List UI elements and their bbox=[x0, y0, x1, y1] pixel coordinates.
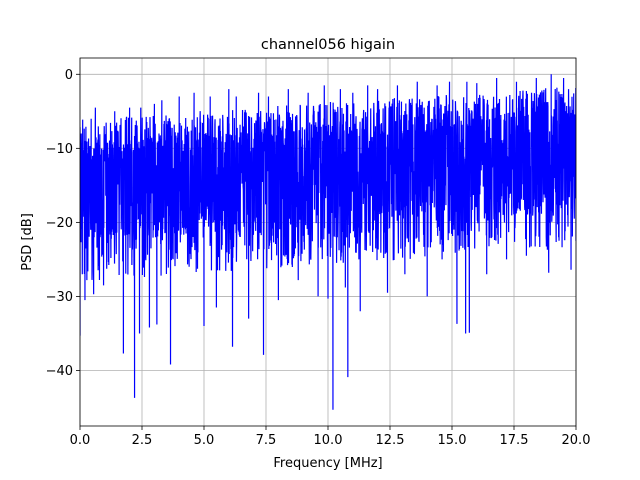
x-axis: 0.0 2.5 5.0 7.5 10.0 12.5 15.0 17.5 20.0 bbox=[70, 426, 591, 448]
plot-area bbox=[80, 74, 576, 410]
chart-title: channel056 higain bbox=[261, 37, 395, 53]
x-tick-label: 2.5 bbox=[132, 433, 153, 448]
x-tick-label: 0.0 bbox=[70, 433, 91, 448]
x-tick-label: 17.5 bbox=[500, 433, 529, 448]
x-tick-label: 20.0 bbox=[562, 433, 591, 448]
x-tick-label: 15.0 bbox=[438, 433, 467, 448]
x-tick-label: 10.0 bbox=[314, 433, 343, 448]
x-tick-label: 12.5 bbox=[376, 433, 405, 448]
y-tick-label: 0 bbox=[65, 68, 73, 83]
y-tick-label: −10 bbox=[46, 142, 73, 157]
y-tick-label: −30 bbox=[46, 290, 73, 305]
x-axis-label: Frequency [MHz] bbox=[273, 456, 382, 471]
y-tick-label: −20 bbox=[46, 216, 73, 231]
x-tick-label: 5.0 bbox=[194, 433, 215, 448]
y-axis: 0 −10 −20 −30 −40 bbox=[46, 68, 80, 379]
x-tick-label: 7.5 bbox=[256, 433, 277, 448]
y-axis-label: PSD [dB] bbox=[20, 213, 35, 271]
y-tick-label: −40 bbox=[46, 364, 73, 379]
psd-series-line bbox=[80, 74, 576, 410]
